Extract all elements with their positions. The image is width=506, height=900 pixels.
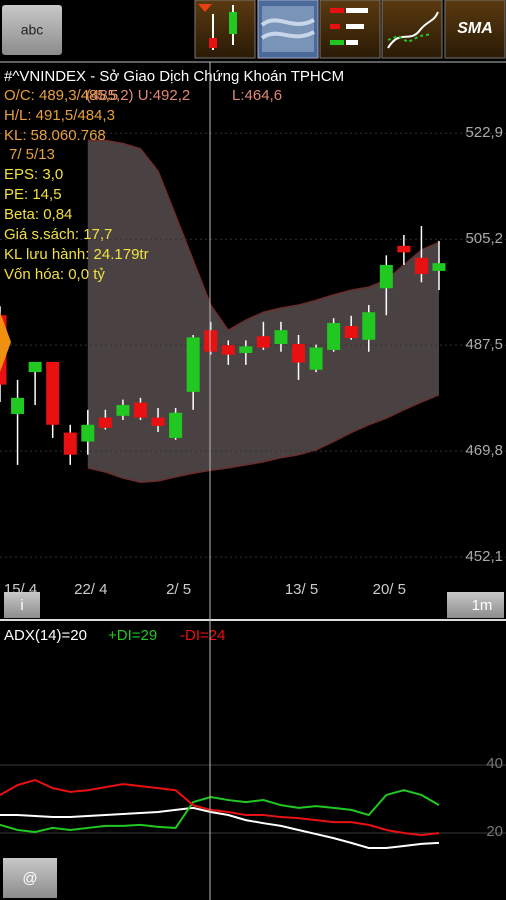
fundamental: Beta: 0,84 xyxy=(4,206,72,223)
candle-body xyxy=(133,402,147,418)
y-tick-label: 522,9 xyxy=(465,124,503,141)
y-tick-label: 40 xyxy=(486,755,503,772)
legend-entry: +DI=29 xyxy=(108,627,157,644)
candle-body xyxy=(414,257,428,274)
candle-body xyxy=(379,264,393,289)
candle-body xyxy=(239,346,253,353)
icon xyxy=(346,24,364,29)
icon xyxy=(387,11,439,49)
candle-body xyxy=(28,361,42,373)
legend-entry: -DI=24 xyxy=(180,627,225,644)
candle-body xyxy=(151,417,165,426)
marker xyxy=(0,312,11,372)
share-button[interactable] xyxy=(3,858,57,898)
x-tick-label: 15/ 4 xyxy=(4,581,37,598)
candle-body xyxy=(292,343,306,363)
candle-body xyxy=(327,323,341,350)
info: #^VNINDEX - Sở Giao Dịch Chứng Khoán TPH… xyxy=(4,68,344,163)
legend-entry: ADX(14)=20 xyxy=(4,627,87,644)
fundamental: Giá s.sách: 17,7 xyxy=(4,226,112,243)
band-line xyxy=(87,394,440,484)
x-tick-label: 20/ 5 xyxy=(373,581,406,598)
candle-body xyxy=(63,432,77,455)
icon xyxy=(330,8,344,13)
band-mid: (485,2) U:492,2 xyxy=(86,87,190,104)
candle-body xyxy=(46,361,60,425)
info-button-label: i xyxy=(20,597,23,614)
adx-chart: 40 20 ADX(14)=20 +DI=29 -DI=24 xyxy=(0,627,506,849)
icon xyxy=(346,8,368,13)
sma-button-label: SMA xyxy=(457,20,493,37)
icon xyxy=(198,4,212,12)
candle-body xyxy=(81,424,95,442)
toolbar: abc SMA xyxy=(2,0,506,59)
y-tick-label: 487,5 xyxy=(465,336,503,353)
text-button[interactable] xyxy=(2,5,62,55)
fundamental: PE: 14,5 xyxy=(4,186,62,203)
candle-body xyxy=(11,397,25,415)
indicator-line xyxy=(0,778,440,837)
text-button-label: abc xyxy=(21,22,44,38)
x-tick-label: 13/ 5 xyxy=(285,581,318,598)
x-tick-label: 2/ 5 xyxy=(166,581,191,598)
high-low: H/L: 491,5/484,3 xyxy=(4,107,115,124)
band-low: L:464,6 xyxy=(232,87,282,104)
period-button-label: 1m xyxy=(472,597,493,614)
indicator-line xyxy=(0,806,440,849)
fundamental: EPS: 3,0 xyxy=(4,166,63,183)
candle-body xyxy=(116,405,130,416)
volume: KL: 58.060.768 xyxy=(4,127,106,144)
candle-body xyxy=(344,326,358,338)
icon xyxy=(262,6,314,52)
open-close: O/C: 489,3/485,5 xyxy=(4,87,118,104)
candle-body xyxy=(256,336,270,348)
candle-body xyxy=(98,417,112,428)
icon xyxy=(229,12,237,34)
candle-body xyxy=(186,337,200,392)
y-tick-label: 20 xyxy=(486,823,503,840)
indicator-line xyxy=(0,789,440,834)
period-button[interactable] xyxy=(447,592,504,618)
fundamental: KL lưu hành: 24.179tr xyxy=(4,246,149,263)
fundamental: Vốn hóa: 0,0 tỷ xyxy=(4,266,105,283)
y-tick-label: 469,8 xyxy=(465,442,503,459)
icon xyxy=(330,24,340,29)
sma-button[interactable] xyxy=(444,0,506,59)
candle-body xyxy=(397,245,411,253)
x-tick-label: 22/ 4 xyxy=(74,581,107,598)
y-tick-label: 505,2 xyxy=(465,230,503,247)
icon xyxy=(330,40,344,45)
icon xyxy=(260,18,315,40)
share-button-label: @ xyxy=(22,870,37,887)
icon xyxy=(346,40,358,45)
y-tick-label: 452,1 xyxy=(465,548,503,565)
icon xyxy=(209,38,217,48)
candle-body xyxy=(274,330,288,344)
candle-body xyxy=(221,345,235,355)
candle-body xyxy=(309,347,323,370)
date: 7/ 5/13 xyxy=(9,146,55,163)
info-button[interactable] xyxy=(4,592,40,618)
band-fill xyxy=(87,140,440,483)
line-button[interactable] xyxy=(381,0,443,59)
candle-body xyxy=(169,412,183,438)
symbol-title: #^VNINDEX - Sở Giao Dịch Chứng Khoán TPH… xyxy=(4,68,344,85)
candle-body xyxy=(432,263,446,271)
candle-body xyxy=(204,330,218,352)
icon xyxy=(387,33,433,44)
candle-body xyxy=(362,312,376,340)
